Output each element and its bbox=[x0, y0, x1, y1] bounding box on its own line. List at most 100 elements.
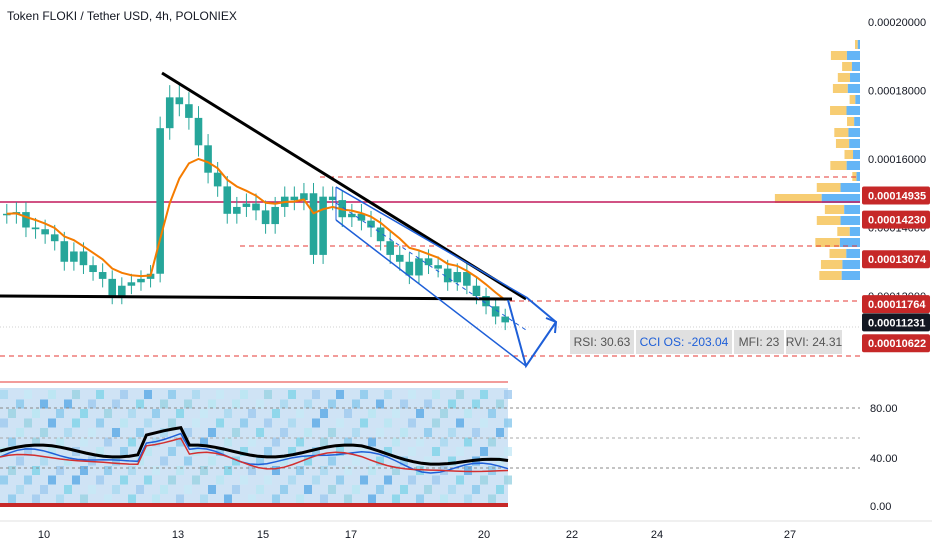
volume-profile-bar bbox=[830, 51, 847, 60]
volume-profile-bar bbox=[850, 73, 860, 82]
candle-body bbox=[175, 97, 184, 105]
volume-profile-bar bbox=[829, 249, 847, 258]
indicator-heatmap bbox=[0, 390, 512, 504]
time-axis: 10 13 15 17 20 22 24 27 bbox=[38, 529, 796, 541]
volume-profile-bar bbox=[840, 216, 860, 225]
volume-profile-bar bbox=[851, 62, 860, 71]
volume-profile-bar bbox=[837, 73, 851, 82]
candle-body bbox=[300, 193, 308, 201]
volume-profile-bar bbox=[819, 271, 842, 280]
candle-body bbox=[223, 186, 232, 214]
volume-profile-bar bbox=[846, 249, 860, 258]
volume-profile-bar bbox=[844, 205, 860, 214]
time-tick-label: 15 bbox=[257, 529, 269, 541]
candle-body bbox=[31, 227, 40, 230]
candle-body bbox=[395, 254, 404, 262]
volume-profile-bar bbox=[842, 260, 860, 269]
volume-profile-bar bbox=[835, 139, 850, 148]
candle-body bbox=[472, 285, 481, 296]
volume-profile-bar bbox=[824, 205, 845, 214]
volume-profile-bar bbox=[834, 128, 849, 137]
time-tick-label: 20 bbox=[478, 529, 490, 541]
volume-profile-bar bbox=[816, 183, 841, 192]
candle-body bbox=[60, 241, 69, 262]
indicator-tick-label: 40.00 bbox=[870, 453, 898, 465]
time-tick-label: 24 bbox=[651, 529, 663, 541]
candle-body bbox=[443, 268, 452, 283]
candle-body bbox=[50, 234, 59, 242]
candle-body bbox=[319, 196, 327, 255]
rsi-line bbox=[0, 426, 509, 466]
candle-body bbox=[22, 212, 30, 228]
candle-body bbox=[261, 210, 270, 225]
candle-body bbox=[386, 241, 394, 255]
trend-lines bbox=[0, 71, 527, 301]
volume-profile-bar bbox=[855, 95, 860, 104]
candle-body bbox=[118, 285, 126, 296]
volume-profile-bar bbox=[832, 84, 848, 93]
candle-body bbox=[309, 193, 318, 255]
candle-body bbox=[271, 206, 279, 225]
volume-profile-bar bbox=[840, 183, 860, 192]
candlesticks bbox=[3, 85, 509, 331]
candle-body bbox=[185, 104, 193, 118]
candle-body bbox=[108, 278, 117, 296]
volume-profile-bar bbox=[841, 271, 860, 280]
price-tick-label: 0.00016000 bbox=[868, 154, 926, 166]
candle-body bbox=[376, 227, 385, 242]
volume-profile-bar bbox=[857, 40, 860, 49]
indicator-value-label: RSI: 30.63 bbox=[574, 335, 631, 349]
time-tick-label: 17 bbox=[345, 529, 357, 541]
volume-profile-bar bbox=[839, 238, 860, 247]
price-badge: 0.00010622 bbox=[862, 334, 930, 353]
candle-body bbox=[424, 258, 433, 266]
candle-body bbox=[491, 306, 500, 317]
volume-profile-bar bbox=[815, 238, 840, 247]
candle-body bbox=[357, 213, 366, 221]
descending-channel bbox=[335, 186, 558, 369]
indicator-value-label: RVI: 24.31 bbox=[786, 335, 843, 349]
moving-average-line bbox=[6, 157, 506, 301]
candle-body bbox=[252, 203, 260, 211]
volume-profile-bar bbox=[837, 227, 850, 236]
indicator-tick-label: 0.00 bbox=[870, 501, 891, 513]
candle-body bbox=[290, 196, 299, 201]
time-tick-label: 10 bbox=[38, 529, 50, 541]
candle-body bbox=[41, 229, 49, 235]
volume-profile-bar bbox=[846, 106, 860, 115]
candle-body bbox=[70, 251, 78, 262]
indicator-value-box bbox=[636, 330, 732, 354]
candle-body bbox=[453, 272, 462, 283]
svg-text:0.00010622: 0.00010622 bbox=[868, 338, 926, 350]
chart-title: Token FLOKI / Tether USD, 4h, POLONIEX bbox=[7, 9, 237, 23]
indicator-value-box bbox=[786, 330, 842, 354]
time-tick-label: 13 bbox=[172, 529, 184, 541]
candle-body bbox=[213, 172, 222, 187]
volume-profile-bar bbox=[847, 117, 855, 126]
volume-profile-bar bbox=[856, 172, 860, 181]
candle-body bbox=[501, 316, 509, 323]
indicator-values: RSI: 30.63 CCI OS: -203.04 MFI: 23 RVI: 24.… bbox=[570, 330, 843, 354]
svg-text:0.00011231: 0.00011231 bbox=[868, 317, 926, 329]
indicator-value-box bbox=[734, 330, 784, 354]
candle-body bbox=[79, 251, 88, 266]
volume-profile-bar bbox=[816, 216, 841, 225]
volume-profile bbox=[774, 40, 860, 280]
candle-body bbox=[89, 265, 97, 273]
volume-profile-bar bbox=[842, 62, 852, 71]
indicator-value-label: CCI OS: -203.04 bbox=[640, 335, 729, 349]
price-tick-label: 0.00018000 bbox=[868, 86, 926, 98]
time-tick-label: 27 bbox=[784, 529, 796, 541]
svg-text:0.00011764: 0.00011764 bbox=[868, 299, 926, 311]
mfi-line bbox=[0, 432, 509, 474]
price-badge: 0.00011764 bbox=[862, 295, 930, 314]
volume-profile-bar bbox=[847, 84, 860, 93]
price-badge: 0.00014935 bbox=[862, 186, 930, 205]
candle-body bbox=[482, 296, 490, 307]
level-lines bbox=[0, 176, 860, 357]
candle-body bbox=[194, 117, 203, 146]
price-badge: 0.00011231 bbox=[862, 313, 930, 332]
volume-profile-bar bbox=[830, 161, 847, 170]
indicator-value-label: MFI: 23 bbox=[739, 335, 780, 349]
